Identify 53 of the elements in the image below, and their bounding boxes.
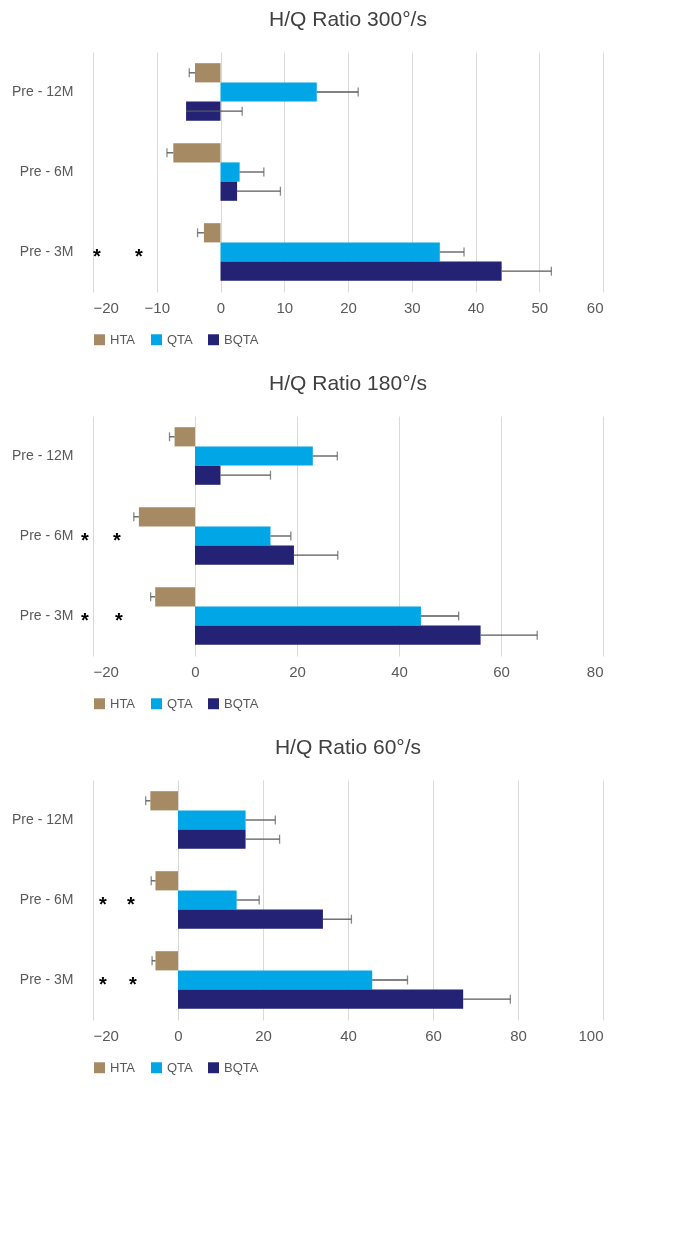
x-tick-label: 20 (340, 298, 357, 316)
y-tick-label: Pre - 12M (12, 83, 74, 99)
x-tick-label: 20 (255, 1026, 272, 1044)
legend-label: BQTA (224, 1059, 259, 1075)
annotation: * (129, 973, 138, 995)
x-tick-label: −20 (93, 298, 119, 316)
y-tick-label: Pre - 12M (12, 811, 74, 827)
legend-label: QTA (167, 331, 194, 347)
annotation: * (99, 973, 108, 995)
x-tick-label: 40 (391, 662, 408, 680)
x-tick-label: 30 (403, 298, 421, 316)
x-tick-label: −20 (93, 1026, 119, 1044)
y-tick-label: Pre - 6M (19, 163, 74, 179)
legend-label: QTA (167, 695, 194, 711)
x-tick-label: 40 (467, 298, 485, 316)
x-tick-label: 60 (425, 1026, 442, 1044)
x-tick-label: 0 (191, 662, 200, 680)
chart-title: H/Q Ratio 60°/s (274, 735, 422, 758)
chart-title: H/Q Ratio 180°/s (269, 371, 427, 394)
x-tick-label: 100 (578, 1026, 604, 1044)
x-tick-label: 80 (586, 662, 604, 680)
x-tick-label: 0 (174, 1026, 183, 1044)
annotation: * (127, 893, 136, 915)
x-tick-label: 60 (493, 662, 510, 680)
y-tick-label: Pre - 3M (19, 243, 74, 259)
chart-title: H/Q Ratio 300°/s (269, 7, 427, 30)
legend-label: BQTA (224, 331, 259, 347)
text: * (81, 609, 90, 631)
y-tick-label: Pre - 6M (19, 891, 74, 907)
legend-label: BQTA (224, 695, 259, 711)
y-tick-label: Pre - 12M (12, 447, 74, 463)
annotation: * (115, 609, 124, 631)
legend-label: QTA (167, 1059, 194, 1075)
annotation: * (113, 529, 122, 551)
x-tick-label: 0 (216, 298, 226, 316)
legend-label: HTA (110, 1059, 136, 1075)
x-tick-label: 40 (340, 1026, 357, 1044)
x-tick-label: 10 (276, 298, 294, 316)
legend-label: HTA (110, 695, 136, 711)
y-tick-label: Pre - 3M (19, 607, 74, 623)
x-tick-label: 80 (510, 1026, 527, 1044)
x-tick-label: 50 (531, 298, 549, 316)
text: * (81, 529, 90, 551)
x-tick-label: −10 (144, 298, 170, 316)
annotation: * (93, 245, 102, 267)
legend-label: HTA (110, 331, 136, 347)
y-tick-label: Pre - 3M (19, 971, 74, 987)
x-tick-label: 60 (586, 298, 604, 316)
annotation: * (135, 245, 144, 267)
x-tick-label: −20 (93, 662, 119, 680)
x-tick-label: 20 (289, 662, 306, 680)
annotation: * (99, 893, 108, 915)
y-tick-label: Pre - 6M (19, 527, 74, 543)
